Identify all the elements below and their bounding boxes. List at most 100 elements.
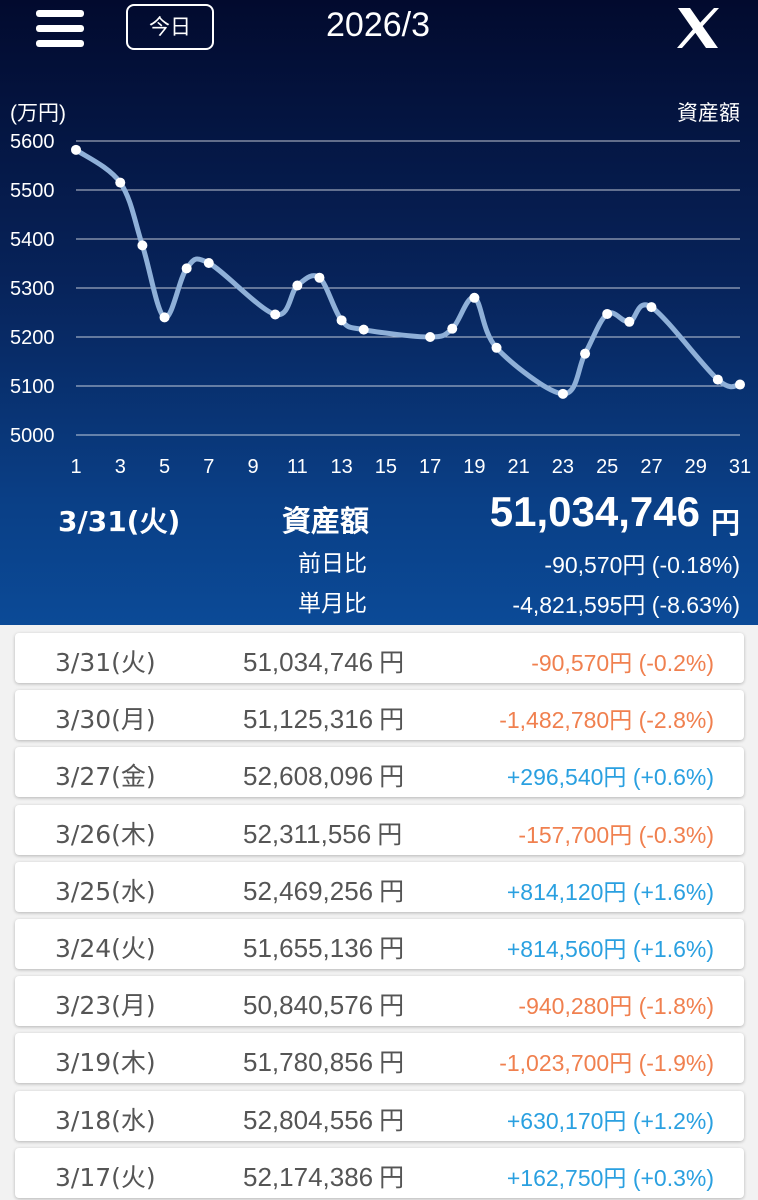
history-row[interactable]: 3/19(木) 51,780,856 円 -1,023,700円 (-1.9%) bbox=[15, 1033, 744, 1084]
data-point bbox=[336, 315, 347, 326]
x-tick-label: 17 bbox=[419, 456, 441, 478]
data-point bbox=[602, 308, 613, 319]
x-tick-label: 15 bbox=[375, 456, 397, 478]
x-tick-label: 23 bbox=[552, 456, 574, 478]
row-amount: 52,608,096 bbox=[243, 761, 374, 792]
row-change: -90,570円 (-0.2%) bbox=[531, 650, 714, 676]
row-amount: 52,174,386 bbox=[243, 1161, 374, 1192]
data-point bbox=[115, 177, 126, 188]
month-title: 2026/3 bbox=[326, 6, 430, 44]
history-row[interactable]: 3/18(水) 52,804,556 円 +630,170円 (+1.2%) bbox=[15, 1090, 744, 1141]
data-point bbox=[358, 324, 369, 335]
y-tick-label: 5500 bbox=[10, 180, 55, 202]
day-change-value: -90,570円 (-0.18%) bbox=[544, 552, 740, 578]
app-header: 今日 2026/3 bbox=[0, 0, 758, 60]
x-tick-label: 31 bbox=[729, 456, 751, 478]
row-change: -157,700円 (-0.3%) bbox=[518, 821, 714, 848]
row-change: -940,280円 (-1.8%) bbox=[518, 993, 714, 1020]
row-amount: 52,804,556 bbox=[243, 1104, 374, 1135]
row-change: +630,170円 (+1.2%) bbox=[506, 1107, 714, 1134]
row-date: 3/23(月) bbox=[55, 991, 156, 1021]
history-row[interactable]: 3/27(金) 52,608,096 円 +296,540円 (+0.6%) bbox=[15, 747, 744, 798]
row-unit: 円 bbox=[379, 876, 405, 906]
data-point bbox=[270, 309, 281, 320]
x-tick-label: 5 bbox=[159, 456, 170, 478]
x-tick-label: 29 bbox=[685, 456, 707, 478]
row-unit: 円 bbox=[377, 819, 403, 849]
row-amount: 51,655,136 bbox=[243, 932, 374, 963]
row-change: +296,540円 (+0.6%) bbox=[506, 764, 714, 791]
x-tick-label: 1 bbox=[70, 456, 81, 478]
row-amount: 50,840,576 bbox=[243, 990, 374, 1021]
data-point bbox=[712, 374, 723, 385]
row-amount: 52,311,556 bbox=[243, 818, 372, 849]
history-row[interactable]: 3/30(月) 51,125,316 円 -1,482,780円 (-2.8%) bbox=[15, 690, 744, 741]
x-tick-label: 3 bbox=[115, 456, 126, 478]
row-amount: 51,125,316 bbox=[243, 704, 374, 735]
row-unit: 円 bbox=[379, 1105, 405, 1135]
row-change: +814,560円 (+1.6%) bbox=[506, 935, 714, 962]
row-change: -1,023,700円 (-1.9%) bbox=[499, 1050, 714, 1077]
row-change: +162,750円 (+0.3%) bbox=[506, 1164, 714, 1191]
summary-value: 51,034,746 bbox=[489, 488, 700, 535]
row-date: 3/19(木) bbox=[55, 1048, 156, 1078]
row-value: 52,804,556 円 bbox=[243, 1101, 404, 1137]
row-date: 3/27(金) bbox=[55, 762, 156, 792]
x-tick-label: 21 bbox=[508, 456, 530, 478]
row-amount: 52,469,256 bbox=[243, 875, 374, 906]
data-point bbox=[181, 263, 192, 274]
data-point bbox=[447, 323, 458, 334]
summary-unit: 円 bbox=[710, 506, 740, 540]
row-date: 3/18(水) bbox=[55, 1105, 156, 1135]
row-unit: 円 bbox=[379, 933, 405, 963]
history-row[interactable]: 3/26(木) 52,311,556 円 -157,700円 (-0.3%) bbox=[15, 804, 744, 855]
row-unit: 円 bbox=[379, 1162, 405, 1192]
data-point bbox=[646, 302, 657, 313]
row-unit: 円 bbox=[379, 762, 405, 792]
data-point bbox=[469, 292, 480, 303]
data-point bbox=[580, 348, 591, 359]
history-row[interactable]: 3/25(水) 52,469,256 円 +814,120円 (+1.6%) bbox=[15, 861, 744, 912]
x-tick-label: 19 bbox=[463, 456, 485, 478]
row-change: -1,482,780円 (-2.8%) bbox=[499, 707, 714, 734]
row-value: 51,034,746 円 bbox=[243, 643, 404, 679]
summary-date: 3/31(火) bbox=[58, 505, 181, 538]
data-point bbox=[491, 342, 502, 353]
history-row[interactable]: 3/24(火) 51,655,136 円 +814,560円 (+1.6%) bbox=[15, 918, 744, 969]
month-change-value: -4,821,595円 (-8.63%) bbox=[512, 592, 740, 618]
row-value: 52,311,556 円 bbox=[243, 815, 402, 851]
row-value: 50,840,576 円 bbox=[243, 986, 404, 1022]
row-value: 51,655,136 円 bbox=[243, 929, 404, 965]
y-tick-label: 5600 bbox=[10, 131, 55, 153]
history-row[interactable]: 3/31(火) 51,034,746 円 -90,570円 (-0.2%) bbox=[15, 633, 744, 683]
row-value: 51,780,856 円 bbox=[243, 1043, 404, 1079]
history-row[interactable]: 3/23(月) 50,840,576 円 -940,280円 (-1.8%) bbox=[15, 976, 744, 1027]
x-tick-label: 25 bbox=[596, 456, 618, 478]
y-tick-label: 5000 bbox=[10, 425, 55, 447]
row-amount: 51,780,856 bbox=[243, 1047, 374, 1078]
row-date: 3/17(火) bbox=[55, 1162, 156, 1192]
data-point bbox=[557, 388, 568, 399]
row-value: 51,125,316 円 bbox=[243, 700, 404, 736]
x-logo-icon[interactable] bbox=[674, 6, 722, 50]
row-date: 3/26(木) bbox=[55, 819, 156, 849]
row-unit: 円 bbox=[379, 991, 405, 1021]
row-date: 3/24(火) bbox=[55, 933, 156, 963]
row-value: 52,608,096 円 bbox=[243, 757, 404, 793]
row-date: 3/30(月) bbox=[55, 705, 156, 735]
data-point bbox=[159, 312, 170, 323]
y-tick-label: 5100 bbox=[10, 376, 55, 398]
y-axis-label: (万円) bbox=[10, 102, 66, 125]
chart-title: 資産額 bbox=[677, 102, 740, 125]
data-point bbox=[292, 280, 303, 291]
today-button[interactable]: 今日 bbox=[126, 4, 214, 50]
data-point bbox=[624, 316, 635, 327]
day-change-label: 前日比 bbox=[298, 551, 367, 577]
row-unit: 円 bbox=[379, 648, 405, 677]
summary-label: 資産額 bbox=[282, 504, 370, 538]
menu-icon[interactable] bbox=[36, 8, 84, 48]
x-tick-label: 11 bbox=[287, 456, 308, 478]
history-row[interactable]: 3/17(火) 52,174,386 円 +162,750円 (+0.3%) bbox=[15, 1147, 744, 1198]
row-value: 52,469,256 円 bbox=[243, 872, 404, 908]
